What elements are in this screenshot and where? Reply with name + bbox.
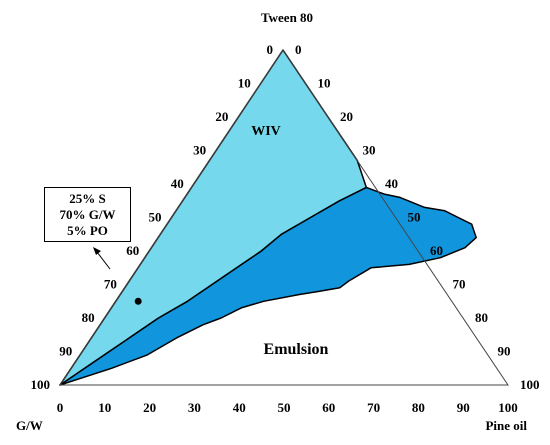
annotation-arrowhead	[93, 247, 101, 255]
tick-left: 20	[215, 109, 228, 124]
composition-point	[134, 297, 142, 305]
tick-right: 70	[453, 277, 466, 292]
tick-bottom: 20	[143, 400, 156, 415]
tick-right: 80	[475, 310, 488, 325]
tick-left: 30	[193, 143, 206, 158]
tick-right: 20	[340, 109, 353, 124]
tick-bottom: 60	[322, 400, 335, 415]
tick-left: 50	[149, 210, 162, 225]
vertex-label-left: G/W	[16, 418, 43, 433]
tick-left: 70	[104, 277, 117, 292]
tick-bottom: 80	[412, 400, 425, 415]
tick-right: 50	[408, 210, 421, 225]
tick-bottom: 100	[498, 400, 518, 415]
tick-bottom: 70	[367, 400, 380, 415]
tick-left: 0	[267, 42, 274, 57]
tick-left: 10	[238, 76, 251, 91]
tick-left: 100	[31, 377, 51, 392]
tick-right: 90	[498, 344, 511, 359]
region-label-wv: WIV	[251, 124, 281, 139]
tick-right: 40	[385, 176, 398, 191]
tick-left: 40	[171, 176, 184, 191]
annotation-line-2: 70% G/W	[59, 206, 116, 222]
annotation-arrow	[96, 251, 111, 270]
vertex-label-right: Pine oil	[485, 418, 527, 433]
tick-left: 90	[59, 344, 72, 359]
tick-right: 100	[520, 377, 540, 392]
triangle-frame	[59, 49, 509, 386]
tick-bottom: 10	[98, 400, 111, 415]
annotation-box: 25% S 70% G/W 5% PO	[44, 187, 131, 242]
tick-bottom: 50	[278, 400, 291, 415]
tick-right: 0	[295, 42, 302, 57]
tick-labels: 0 10 20 30 40 50 60 70 80 90 100100908070605040302…	[31, 42, 540, 415]
tick-left: 80	[82, 310, 95, 325]
annotation-line-3: 5% PO	[67, 222, 108, 238]
tick-right: 10	[318, 76, 331, 91]
triangle-outline	[59, 49, 509, 386]
region-label-emulsion: Emulsion	[264, 341, 329, 358]
tick-bottom: 0	[57, 400, 64, 415]
tick-right: 30	[363, 143, 376, 158]
annotation-line-1: 25% S	[69, 190, 106, 206]
tick-bottom: 90	[457, 400, 470, 415]
vertex-label-top: Tween 80	[261, 10, 313, 25]
tick-left: 60	[126, 243, 139, 258]
tick-right: 60	[430, 243, 443, 258]
tick-bottom: 30	[188, 400, 201, 415]
tick-bottom: 40	[233, 400, 246, 415]
